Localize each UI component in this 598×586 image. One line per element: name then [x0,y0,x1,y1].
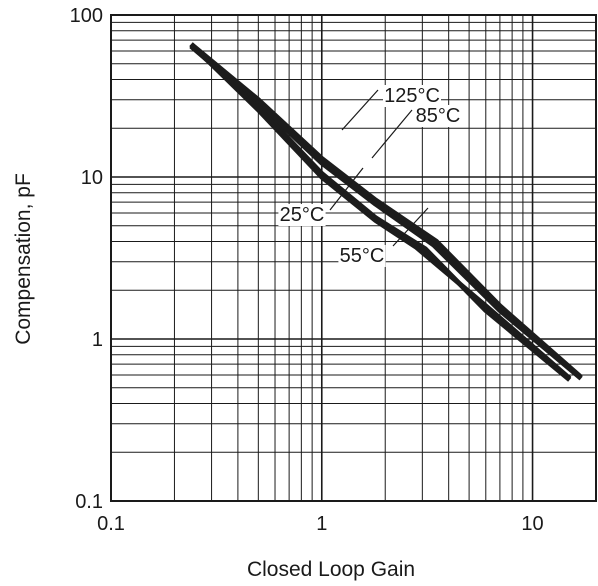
annotation-leader [371,109,413,159]
curve-label: 85°C [416,105,461,127]
annotation-leader [329,167,364,211]
annotation-background [383,85,441,107]
curve-label: 55°C [340,245,385,267]
plot-frame [110,14,597,502]
series-line-125C [189,42,583,380]
series-line-85C [189,44,583,381]
data-curves [189,42,583,382]
annotation-background [278,204,326,226]
curve-annotations: 125°C85°C 25°C 55°C [278,85,462,267]
y-tick-label: 1 [92,329,103,351]
curve-label: 25°C [280,204,325,226]
x-tick-label: 0.1 [97,513,125,535]
tick-labels: 0.1 1 10 0.1 1 10 100 [70,5,544,535]
curve-label: 125°C [384,85,440,107]
x-axis-title: Closed Loop Gain [247,558,415,581]
annotation-background [338,245,386,267]
y-tick-label: 0.1 [75,491,103,513]
annotation-leader [392,207,429,247]
annotation-leader [341,89,379,131]
x-tick-label: 1 [316,513,327,535]
annotation-background [414,105,462,127]
y-tick-label: 100 [70,5,103,27]
y-tick-label: 10 [81,167,103,189]
x-tick-label: 10 [521,513,543,535]
series-line-55C [189,42,572,381]
y-axis-title: Compensation, pF [12,173,35,345]
